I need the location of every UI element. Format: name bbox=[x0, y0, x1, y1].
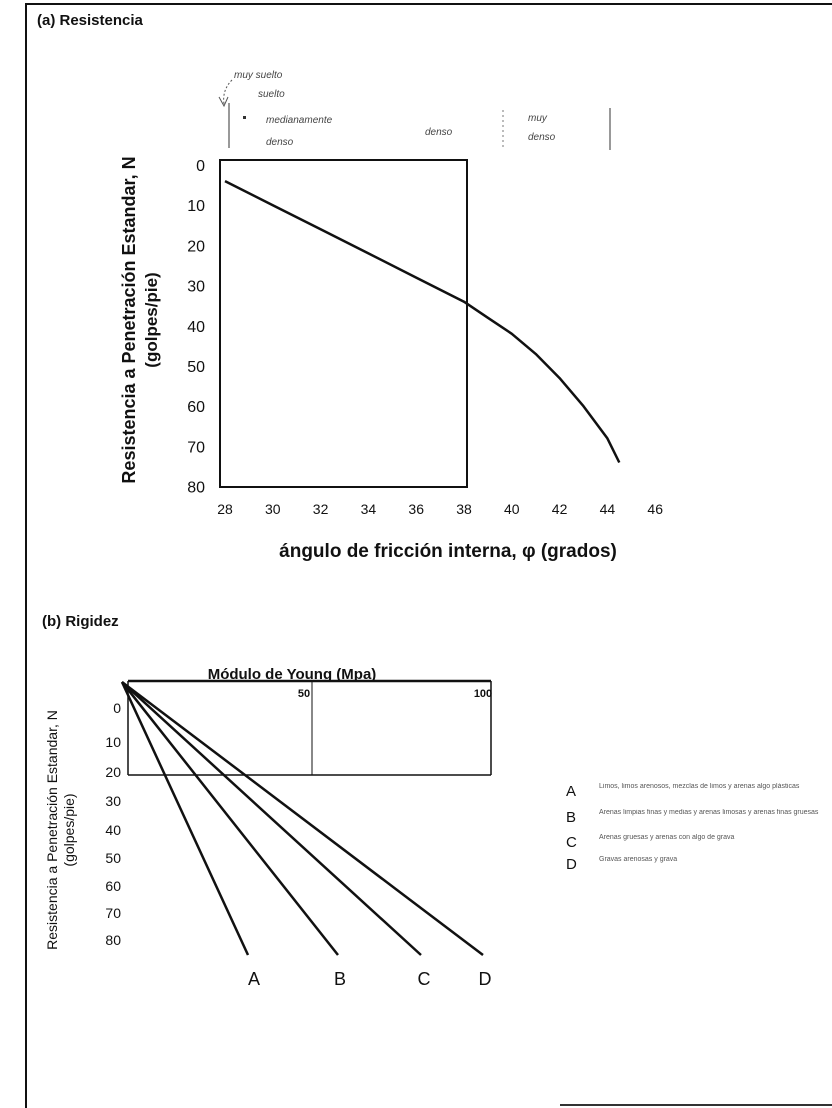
y-tick-label: 60 bbox=[105, 878, 121, 894]
legend-text: Limos, limos arenosos, mezclas de limos … bbox=[599, 783, 800, 790]
strength-curve bbox=[224, 179, 621, 464]
panel-a-title: (a) Resistencia bbox=[37, 12, 143, 29]
y-tick-label: 50 bbox=[105, 850, 121, 866]
density-label-denso: denso bbox=[266, 137, 294, 148]
series-label-d: D bbox=[479, 969, 492, 989]
y-axis-label-line2: (golpes/pie) bbox=[61, 793, 77, 866]
y-tick-label: 30 bbox=[187, 279, 205, 296]
legend-item-a: A Limos, limos arenosos, mezclas de limo… bbox=[566, 783, 832, 809]
density-label-suelto: suelto bbox=[258, 89, 285, 100]
soil-legend: A Limos, limos arenosos, mezclas de limo… bbox=[566, 783, 832, 878]
panel-b-title: (b) Rigidez bbox=[42, 613, 119, 630]
y-tick-label: 30 bbox=[105, 793, 121, 809]
y-tick-label: 70 bbox=[105, 905, 121, 921]
y-axis-label-line1: Resistencia a Penetración Estandar, N bbox=[119, 156, 139, 483]
series-label-c: C bbox=[418, 969, 431, 989]
x-tick-label: 46 bbox=[647, 501, 663, 517]
y-axis-label-line2: (golpes/pie) bbox=[142, 272, 161, 367]
x-tick-label: 50 bbox=[298, 688, 310, 700]
y-tick-label: 20 bbox=[187, 238, 205, 255]
stiffness-chart: Módulo de Young (Mpa) 50 100 0 10 20 30 40 50 60 7… bbox=[44, 666, 492, 989]
frame-border-left bbox=[25, 3, 27, 1108]
x-tick-label: 30 bbox=[265, 501, 281, 517]
x-tick-label: 38 bbox=[456, 501, 472, 517]
pointer-arrowhead bbox=[218, 96, 229, 108]
density-label-denso-zone: denso bbox=[425, 127, 453, 138]
y-tick-label: 20 bbox=[105, 764, 121, 780]
x-tick-label: 44 bbox=[600, 501, 616, 517]
x-tick-label: 42 bbox=[552, 501, 568, 517]
y-tick-label: 70 bbox=[187, 439, 205, 456]
density-label-muy: muy bbox=[528, 113, 548, 124]
y-tick-label: 80 bbox=[105, 932, 121, 948]
x-tick-label: 32 bbox=[313, 501, 329, 517]
y-tick-label: 60 bbox=[187, 399, 205, 416]
x-tick-label: 36 bbox=[408, 501, 424, 517]
y-tick-label: 0 bbox=[113, 700, 121, 716]
legend-letter: D bbox=[566, 856, 577, 873]
density-label-muy-denso: denso bbox=[528, 132, 556, 143]
x-tick-label: 40 bbox=[504, 501, 520, 517]
pointer-dot bbox=[243, 116, 246, 119]
y-tick-label: 80 bbox=[187, 480, 205, 497]
series-line-a bbox=[120, 681, 250, 956]
series-label-b: B bbox=[334, 969, 346, 989]
y-tick-label: 40 bbox=[105, 822, 121, 838]
y-tick-label: 0 bbox=[196, 158, 205, 175]
x-axis-label: Módulo de Young (Mpa) bbox=[208, 666, 377, 683]
strength-chart: 0 10 20 30 40 50 60 70 80 28 30 32 34 36 38 40 42 44 46 áng… bbox=[119, 70, 663, 562]
frame-border-top bbox=[25, 3, 832, 5]
y-tick-label: 10 bbox=[105, 734, 121, 750]
legend-letter: C bbox=[566, 834, 577, 851]
density-label-muy-suelto: muy suelto bbox=[234, 70, 283, 81]
y-axis-label: Resistencia a Penetración Estandar, N(go… bbox=[44, 710, 77, 950]
legend-text: Gravas arenosas y grava bbox=[599, 856, 678, 863]
x-tick-label: 34 bbox=[361, 501, 377, 517]
x-axis-label: ángulo de fricción interna, φ (grados) bbox=[279, 541, 617, 562]
legend-text: Arenas limpias finas y medias y arenas l… bbox=[599, 809, 819, 816]
legend-letter: B bbox=[566, 809, 577, 826]
series-label-a: A bbox=[248, 969, 260, 989]
y-tick-label: 50 bbox=[187, 359, 205, 376]
series-line-b bbox=[121, 681, 339, 956]
y-tick-label: 10 bbox=[187, 198, 205, 215]
plot-frame bbox=[219, 159, 468, 488]
series-line-d bbox=[121, 681, 484, 956]
legend-item-c: C Arenas gruesas y arenas con algo de gr… bbox=[566, 834, 832, 856]
series-line-c bbox=[121, 681, 422, 956]
y-tick-label: 40 bbox=[187, 319, 205, 336]
y-axis-label-line1: Resistencia a Penetración Estandar, N bbox=[44, 710, 60, 950]
frame-border-bottom bbox=[560, 1104, 832, 1106]
pointer-arrow bbox=[223, 79, 233, 105]
y-axis-label: Resistencia a Penetración Estandar, N(go… bbox=[119, 156, 161, 483]
legend-letter: A bbox=[566, 783, 577, 800]
density-label-medianamente: medianamente bbox=[266, 115, 333, 126]
x-tick-label: 28 bbox=[217, 501, 233, 517]
legend-item-b: B Arenas limpias finas y medias y arenas… bbox=[566, 809, 832, 834]
legend-item-d: D Gravas arenosas y grava bbox=[566, 856, 832, 878]
x-tick-label: 100 bbox=[474, 688, 492, 700]
legend-text: Arenas gruesas y arenas con algo de grav… bbox=[599, 834, 735, 841]
